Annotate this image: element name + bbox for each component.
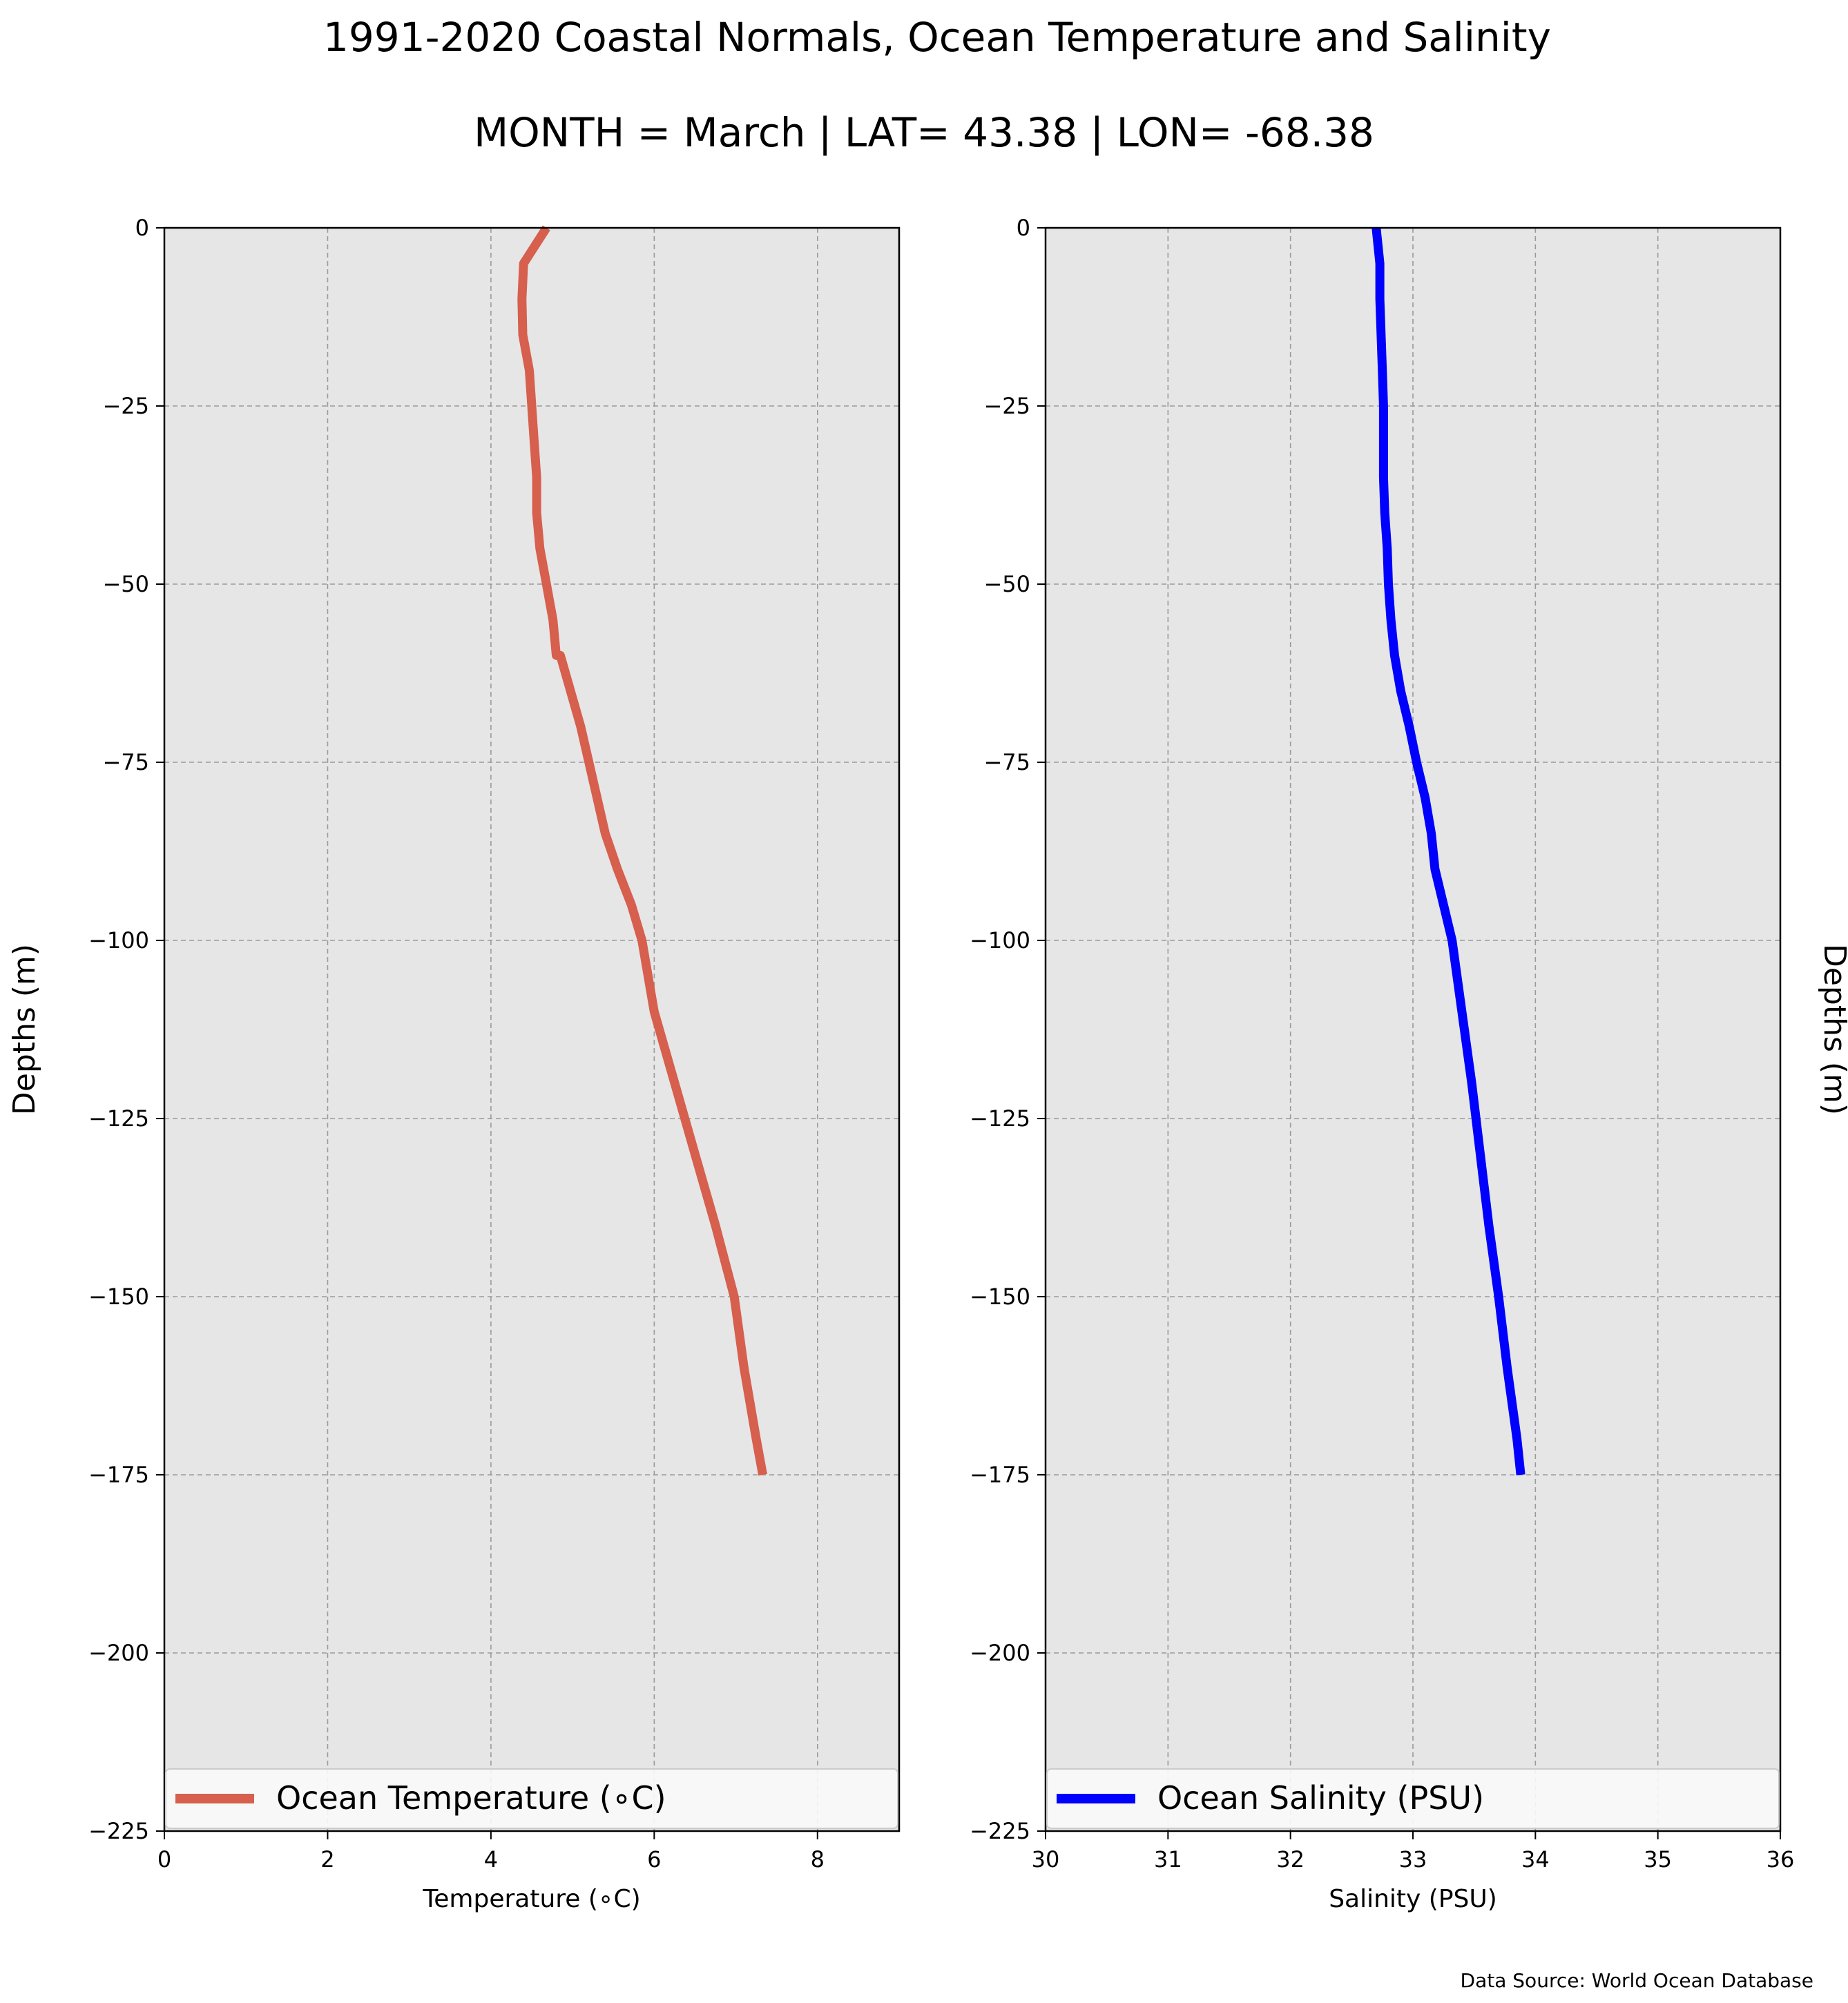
temperature-panel: 0 2 4 6 80−25−50−75−100−125−150−175−200−225 … [7, 215, 901, 1913]
salinity-y-axis-label: Depths (m) [1817, 944, 1848, 1115]
sal-y-tick-label: 0 [1017, 215, 1030, 241]
sal-x-tick-label: 32 [1276, 1846, 1305, 1873]
temp-y-tick-label: −75 [102, 749, 149, 775]
temp-y-tick-label: −25 [102, 393, 149, 419]
sal-y-tick-label: −100 [970, 927, 1030, 954]
sal-y-tick-label: −50 [983, 571, 1030, 597]
temperature-series-line [517, 225, 767, 1476]
sal-x-tick-label: 36 [1767, 1846, 1795, 1873]
temp-y-tick-label: −125 [88, 1105, 149, 1132]
temp-y-tick-label: −50 [102, 571, 149, 597]
sal-x-tick-label: 34 [1521, 1846, 1550, 1873]
sal-x-tick-label: 30 [1032, 1846, 1060, 1873]
salinity-plot-frame [1044, 226, 1782, 1832]
salinity-legend-box [1046, 1768, 1780, 1829]
temperature-ticks: 0 2 4 6 8 0 −25 −50 −75 −100 −125 −150 −175 −200 −225 [88, 215, 825, 1873]
temp-x-tick-label: 2 [320, 1846, 334, 1873]
temperature-x-axis-label: Temperature (∘C) [422, 1885, 640, 1913]
temp-x-tick-label: 6 [647, 1846, 661, 1873]
temperature-plot-area [164, 228, 899, 1831]
temp-y-tick-label: −225 [88, 1818, 149, 1844]
salinity-x-axis-label: Salinity (PSU) [1329, 1885, 1497, 1913]
temperature-plot-frame [163, 226, 901, 1832]
salinity-series-line [1371, 227, 1525, 1475]
sal-y-tick-label: −25 [983, 393, 1030, 419]
sal-y-tick-label: −225 [970, 1818, 1030, 1844]
sal-y-tick-label: −75 [983, 749, 1030, 775]
temp-y-tick-label: −200 [88, 1640, 149, 1666]
temp-x-tick-label: 8 [811, 1846, 825, 1873]
sal-x-tick-label: 33 [1399, 1846, 1427, 1873]
sal-y-tick-label: −175 [970, 1462, 1030, 1488]
temperature-legend-box [165, 1768, 898, 1829]
temp-y-tick-label: 0 [135, 215, 149, 241]
temp-x-tick-label: 4 [484, 1846, 498, 1873]
salinity-legend: Ocean Salinity (PSU) [1046, 1768, 1780, 1829]
salinity-legend-label: Ocean Salinity (PSU) [1157, 1779, 1484, 1817]
sal-y-tick-label: −200 [970, 1640, 1030, 1666]
salinity-ticks: 30 31 32 33 34 35 36 0 −25 −50 −75 −100 −125 −150 −175… [970, 215, 1794, 1873]
sal-x-tick-label: 31 [1154, 1846, 1182, 1873]
salinity-panel: 30 31 32 33 34 35 36 0 −25 −50 −75 −100 −125 −150 −175… [970, 215, 1848, 1913]
temp-y-tick-label: −100 [88, 927, 149, 954]
chart-title: 1991-2020 Coastal Normals, Ocean Tempera… [323, 14, 1551, 61]
temp-x-tick-label: 0 [157, 1846, 171, 1873]
temp-y-tick-label: −150 [88, 1284, 149, 1310]
sal-y-tick-label: −150 [970, 1284, 1030, 1310]
data-source-note: Data Source: World Ocean Database [1461, 1969, 1813, 1992]
temperature-legend: Ocean Temperature (∘C) [165, 1768, 898, 1829]
temp-y-tick-label: −175 [88, 1462, 149, 1488]
sal-y-tick-label: −125 [970, 1105, 1030, 1132]
chart-subtitle: MONTH = March | LAT= 43.38 | LON= -68.38 [474, 109, 1374, 156]
sal-x-tick-label: 35 [1644, 1846, 1672, 1873]
temperature-y-axis-label: Depths (m) [7, 944, 42, 1115]
temperature-legend-label: Ocean Temperature (∘C) [276, 1779, 666, 1817]
